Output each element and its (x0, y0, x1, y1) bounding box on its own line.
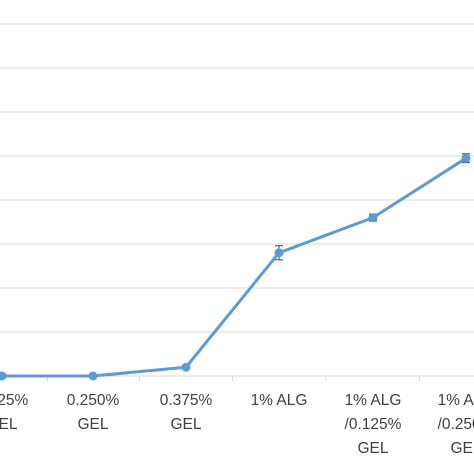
x-tick-label-line: 0.375% (160, 392, 213, 409)
series-line (2, 156, 467, 378)
x-tick-label-line: /0.125% (345, 416, 402, 433)
data-point (0, 371, 7, 381)
x-tick-label: 1% ALG/0.250% GEL (438, 392, 474, 457)
x-tick-label: 1% ALG/0.125% GEL (345, 392, 402, 457)
x-tick-label-line: 1% ALG (438, 392, 474, 409)
x-tick-label-line: 0.125% (0, 392, 28, 409)
x-tick-label-line: GEL (0, 416, 18, 433)
data-point (181, 362, 191, 372)
x-tick-label-line: GEL (77, 416, 108, 433)
x-tick-label-line: 1% ALG (251, 392, 308, 409)
x-tick-label-line: 0.250% (67, 392, 120, 409)
gridlines (0, 23, 474, 377)
x-tick-label: 1% ALG (251, 392, 308, 409)
data-points (0, 153, 471, 381)
data-point (274, 248, 284, 258)
x-tick-label: 0.375% GEL (160, 392, 213, 433)
x-tick-label: 0.125% GEL (0, 392, 28, 433)
x-tick-label-line: GEL (357, 440, 388, 457)
error-bars (182, 153, 470, 370)
x-axis-ticks (47, 376, 420, 381)
data-point (368, 213, 378, 223)
x-tick-label: 0.250% GEL (67, 392, 120, 433)
data-point (88, 371, 98, 381)
data-point (461, 153, 471, 163)
x-tick-label-line: GEL (170, 416, 201, 433)
x-tick-label-line: /0.250% (438, 416, 474, 433)
x-tick-label-line: 1% ALG (345, 392, 402, 409)
x-tick-label-line: GEL (450, 440, 474, 457)
